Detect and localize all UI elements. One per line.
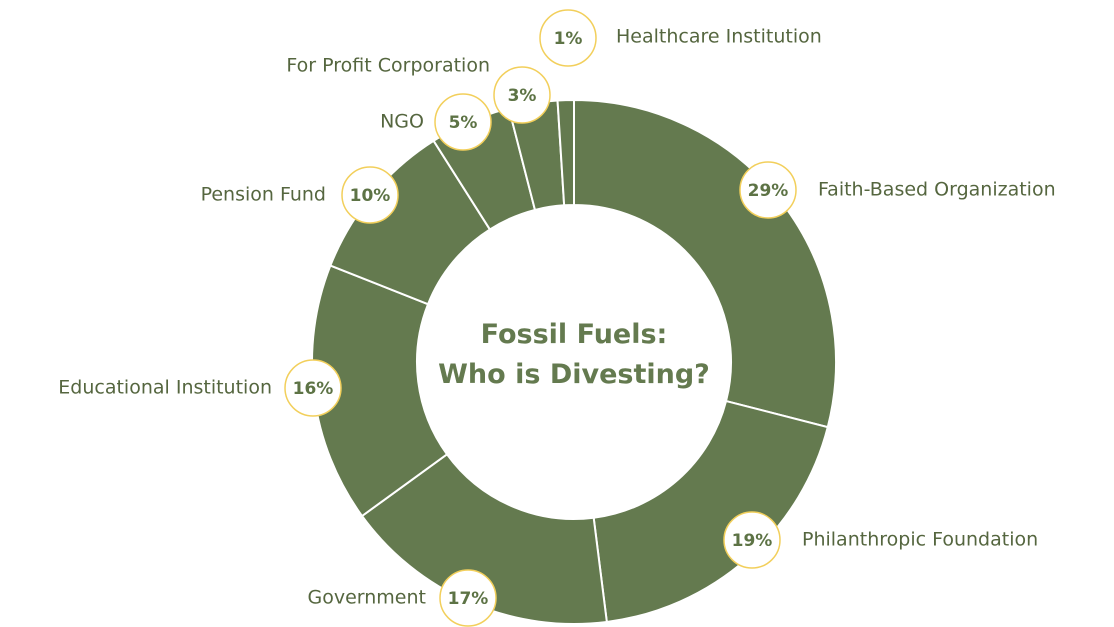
value-badge bbox=[439, 569, 497, 627]
value-badge bbox=[493, 66, 551, 124]
category-label: NGO bbox=[380, 111, 424, 133]
value-badge bbox=[539, 9, 597, 67]
category-label: Government bbox=[308, 587, 427, 609]
value-label: 29% bbox=[748, 181, 789, 201]
category-label: Faith-Based Organization bbox=[818, 179, 1056, 201]
donut-slice bbox=[573, 98, 837, 429]
value-label: 16% bbox=[293, 379, 334, 399]
chart-title: Fossil Fuels: Who is Divesting? bbox=[438, 319, 710, 390]
category-label: Healthcare Institution bbox=[616, 26, 822, 48]
value-label: 19% bbox=[732, 531, 773, 551]
value-badge bbox=[341, 166, 399, 224]
donut-slice bbox=[556, 98, 575, 207]
value-badge bbox=[739, 161, 797, 219]
value-label: 17% bbox=[448, 589, 489, 609]
category-label: Philanthropic Foundation bbox=[802, 529, 1038, 551]
category-label: Pension Fund bbox=[201, 184, 326, 206]
value-badge bbox=[284, 359, 342, 417]
value-badge bbox=[723, 511, 781, 569]
value-label: 1% bbox=[554, 29, 583, 49]
value-label: 3% bbox=[508, 86, 537, 106]
category-label: Educational Institution bbox=[58, 377, 272, 399]
value-badge bbox=[434, 93, 492, 151]
value-label: 5% bbox=[449, 113, 478, 133]
value-label: 10% bbox=[350, 186, 391, 206]
donut-slice bbox=[592, 399, 829, 624]
category-label: For Profit Corporation bbox=[286, 55, 490, 77]
